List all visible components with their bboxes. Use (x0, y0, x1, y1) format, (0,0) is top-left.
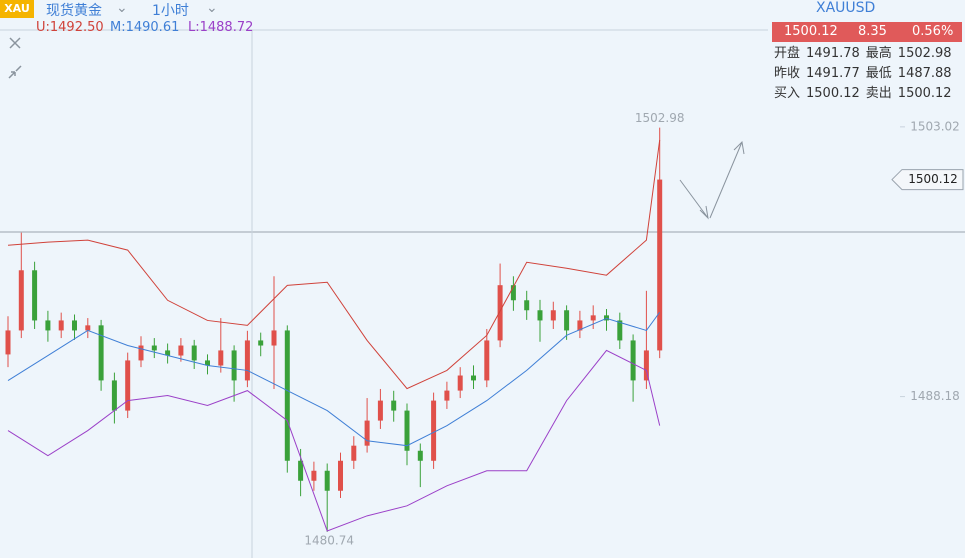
candle-body (45, 320, 51, 331)
legend-mid: M:1490.61 (110, 20, 180, 35)
candle-body (218, 350, 224, 366)
candle-body (244, 340, 250, 381)
quote-price: 1500.12 (784, 24, 838, 39)
candle-body (205, 360, 210, 366)
quote-panel: XAUUSD 1500.12 8.35 0.56% 开盘 1491.78 最高 150… (768, 0, 965, 106)
candle-body (643, 350, 649, 381)
annotation: 1480.74 (304, 533, 354, 547)
quote-row: 昨收 1491.77 最低 1487.88 (774, 64, 958, 84)
candle-body (604, 315, 609, 321)
expand-icon[interactable] (8, 65, 22, 79)
candle-body (151, 345, 157, 351)
quote-value: 1500.12 (897, 86, 952, 101)
forecast-arrow (679, 140, 745, 220)
candle-body (537, 310, 543, 321)
candle-body (72, 320, 77, 331)
candle-body (98, 325, 104, 381)
quote-value: 1502.98 (897, 46, 952, 61)
candle-body (617, 320, 623, 341)
candle-body (125, 360, 131, 411)
candle-body (404, 410, 410, 451)
symbol-name[interactable]: 现货黄金 (46, 3, 102, 19)
candle-body (657, 179, 663, 351)
candle-body (311, 470, 317, 481)
candle-body (444, 390, 450, 401)
candle-body (258, 340, 264, 346)
candle-body (231, 350, 237, 381)
quote-change-pct: 0.56% (912, 24, 954, 39)
candle-body (111, 380, 117, 411)
band-line (7, 349, 661, 532)
quote-value: 1500.12 (806, 86, 860, 101)
candle-body (338, 460, 343, 491)
candle-body (590, 315, 596, 321)
dropdown[interactable]: ⌄ (116, 0, 128, 16)
legend-lower: L:1488.72 (188, 20, 254, 35)
candle-body (417, 450, 423, 461)
candle-body (564, 310, 570, 331)
quote-value: 1487.88 (897, 66, 952, 81)
price-tag (891, 169, 964, 191)
quote-value: 1491.78 (806, 46, 860, 61)
candle-body (85, 325, 91, 331)
quote-symbol: XAUUSD (816, 0, 876, 16)
candle-body (431, 400, 437, 461)
candle-body (178, 345, 184, 356)
candle-body (550, 310, 556, 321)
candle-body (298, 460, 304, 481)
candle-body (497, 285, 503, 341)
candle-body (510, 285, 516, 301)
quote-row: 买入 1500.12 卖出 1500.12 (774, 84, 958, 104)
close-icon[interactable] (9, 37, 21, 49)
quote-bar: 1500.12 8.35 0.56% (772, 22, 962, 42)
candle-body (58, 320, 64, 331)
quote-label: 卖出 (865, 86, 892, 101)
candle-body (284, 330, 290, 461)
quote-label: 昨收 (774, 66, 801, 81)
quote-row: 开盘 1491.78 最高 1502.98 (774, 44, 958, 64)
legend-upper: U:1492.50 (36, 20, 104, 35)
candle-body (391, 400, 397, 411)
candle-body (32, 270, 38, 321)
dropdown[interactable]: ⌄ (206, 0, 218, 16)
quote-value: 1491.77 (806, 66, 860, 81)
y-tick-label: 1503.02 (910, 119, 960, 133)
candle-body (377, 400, 383, 421)
quote-label: 最高 (865, 46, 892, 61)
candle-body (484, 340, 490, 381)
y-tick-label: 1488.18 (910, 389, 960, 403)
quote-label: 开盘 (774, 46, 801, 61)
candle-body (271, 330, 277, 346)
candle-body (138, 345, 144, 361)
candle-body (5, 330, 11, 355)
candle-body (630, 340, 636, 381)
period[interactable]: 1小时 (152, 3, 189, 19)
quote-change: 8.35 (858, 24, 887, 39)
candle-body (351, 445, 357, 461)
candle-body (364, 420, 370, 446)
candle-body (18, 270, 24, 331)
quote-label: 最低 (865, 66, 892, 81)
quote-label: 买入 (774, 86, 801, 101)
symbol-icon: XAU (0, 0, 34, 18)
price-tag-label: 1500.12 (908, 172, 958, 186)
candle-body (471, 375, 476, 381)
band-line (7, 311, 661, 447)
candle-body (457, 375, 463, 391)
candle-body (524, 300, 530, 311)
candle-body (324, 470, 330, 491)
band-line (7, 139, 661, 390)
candle-body (577, 320, 583, 331)
candle-body (165, 350, 171, 356)
candle-body (191, 345, 197, 361)
annotation: 1502.98 (635, 111, 685, 125)
